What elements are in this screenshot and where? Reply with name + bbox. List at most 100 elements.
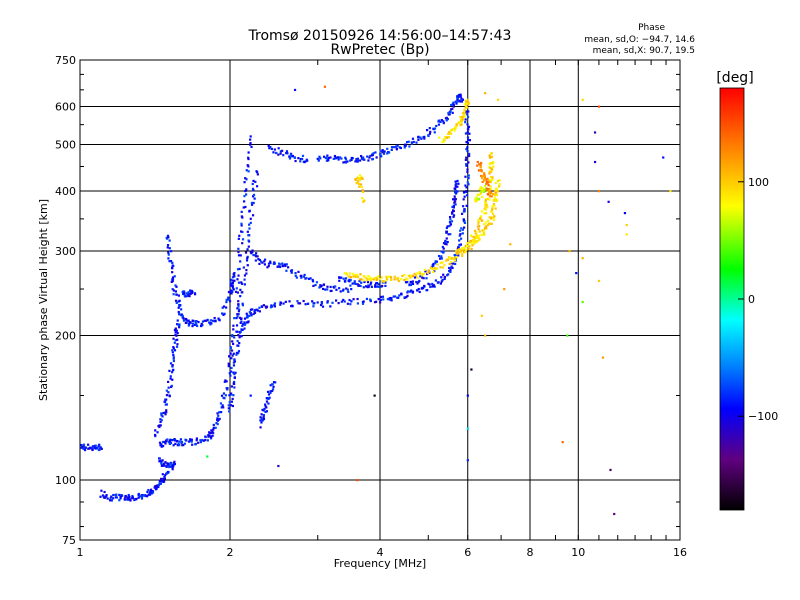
y-tick-label: 400 <box>55 185 76 198</box>
data-point <box>208 434 211 437</box>
data-point <box>669 190 672 193</box>
data-point <box>191 322 194 325</box>
data-point <box>237 313 240 316</box>
data-point <box>264 403 267 406</box>
data-point <box>251 187 255 190</box>
data-point <box>401 274 404 278</box>
data-point <box>282 302 285 305</box>
data-point <box>343 272 347 275</box>
data-point <box>232 364 236 367</box>
data-point <box>338 276 341 279</box>
data-point <box>468 132 471 135</box>
data-point <box>462 198 465 201</box>
data-point <box>358 178 361 182</box>
data-point <box>338 287 341 290</box>
data-point <box>489 170 493 173</box>
data-point <box>176 323 179 326</box>
data-point <box>239 254 242 257</box>
data-point <box>252 189 255 192</box>
data-point <box>342 288 345 291</box>
data-point <box>80 446 83 449</box>
data-point <box>241 242 244 245</box>
data-point <box>112 493 115 497</box>
data-point <box>241 216 244 219</box>
data-point <box>451 205 454 209</box>
data-point <box>398 294 401 297</box>
data-point <box>476 160 479 164</box>
data-point <box>172 289 175 292</box>
data-point <box>170 384 173 388</box>
data-point <box>489 166 492 169</box>
data-point <box>178 304 181 308</box>
data-point <box>381 149 384 152</box>
data-point <box>171 288 174 291</box>
data-point <box>191 443 194 446</box>
data-point <box>373 394 376 397</box>
data-point <box>164 400 167 403</box>
data-point <box>237 274 240 277</box>
data-point <box>476 193 479 197</box>
data-point <box>467 110 470 113</box>
data-point <box>445 243 448 246</box>
data-point <box>377 275 380 278</box>
data-point <box>428 132 432 135</box>
data-point <box>352 298 355 301</box>
data-point <box>256 309 259 312</box>
data-point <box>408 145 411 148</box>
data-point <box>236 268 240 271</box>
data-point <box>204 435 207 438</box>
data-point <box>159 420 162 424</box>
data-point <box>494 191 497 194</box>
data-point <box>247 234 250 237</box>
data-point <box>232 382 235 385</box>
data-point <box>475 241 478 244</box>
y-tick-label: 75 <box>62 534 76 547</box>
data-point <box>124 498 127 501</box>
data-point <box>175 293 178 296</box>
data-point <box>194 321 197 324</box>
data-point <box>374 285 377 288</box>
data-point <box>175 439 179 443</box>
data-point <box>94 444 97 447</box>
data-point <box>229 347 232 350</box>
data-point <box>495 188 499 191</box>
data-point <box>241 230 244 234</box>
data-point <box>115 493 118 496</box>
data-point <box>209 319 212 322</box>
data-point <box>233 317 236 320</box>
data-point <box>481 187 484 190</box>
data-point <box>271 383 274 386</box>
data-point <box>360 281 363 284</box>
data-point <box>244 323 247 326</box>
data-point <box>260 305 263 308</box>
data-point <box>264 305 267 308</box>
data-point <box>453 256 456 260</box>
data-point <box>233 336 236 339</box>
data-point <box>496 199 499 202</box>
data-point <box>414 274 418 277</box>
data-point <box>248 223 251 226</box>
data-point <box>442 250 445 254</box>
data-point <box>168 465 171 469</box>
data-point <box>454 185 457 188</box>
data-point <box>613 512 616 516</box>
data-point <box>230 278 233 281</box>
data-point <box>444 240 447 244</box>
data-point <box>258 262 261 266</box>
data-point <box>454 126 457 130</box>
data-point <box>237 334 240 337</box>
data-point <box>266 390 270 393</box>
data-point <box>172 347 175 350</box>
data-point <box>112 497 115 500</box>
data-point <box>367 285 370 288</box>
data-point <box>233 271 236 275</box>
data-point <box>82 445 85 448</box>
y-axis-label: Stationary phase Virtual Height [km] <box>37 199 50 401</box>
data-point <box>189 438 192 441</box>
data-point <box>318 286 321 289</box>
data-point <box>465 204 468 207</box>
data-point <box>407 290 410 293</box>
data-point <box>352 272 355 276</box>
data-point <box>220 394 224 397</box>
